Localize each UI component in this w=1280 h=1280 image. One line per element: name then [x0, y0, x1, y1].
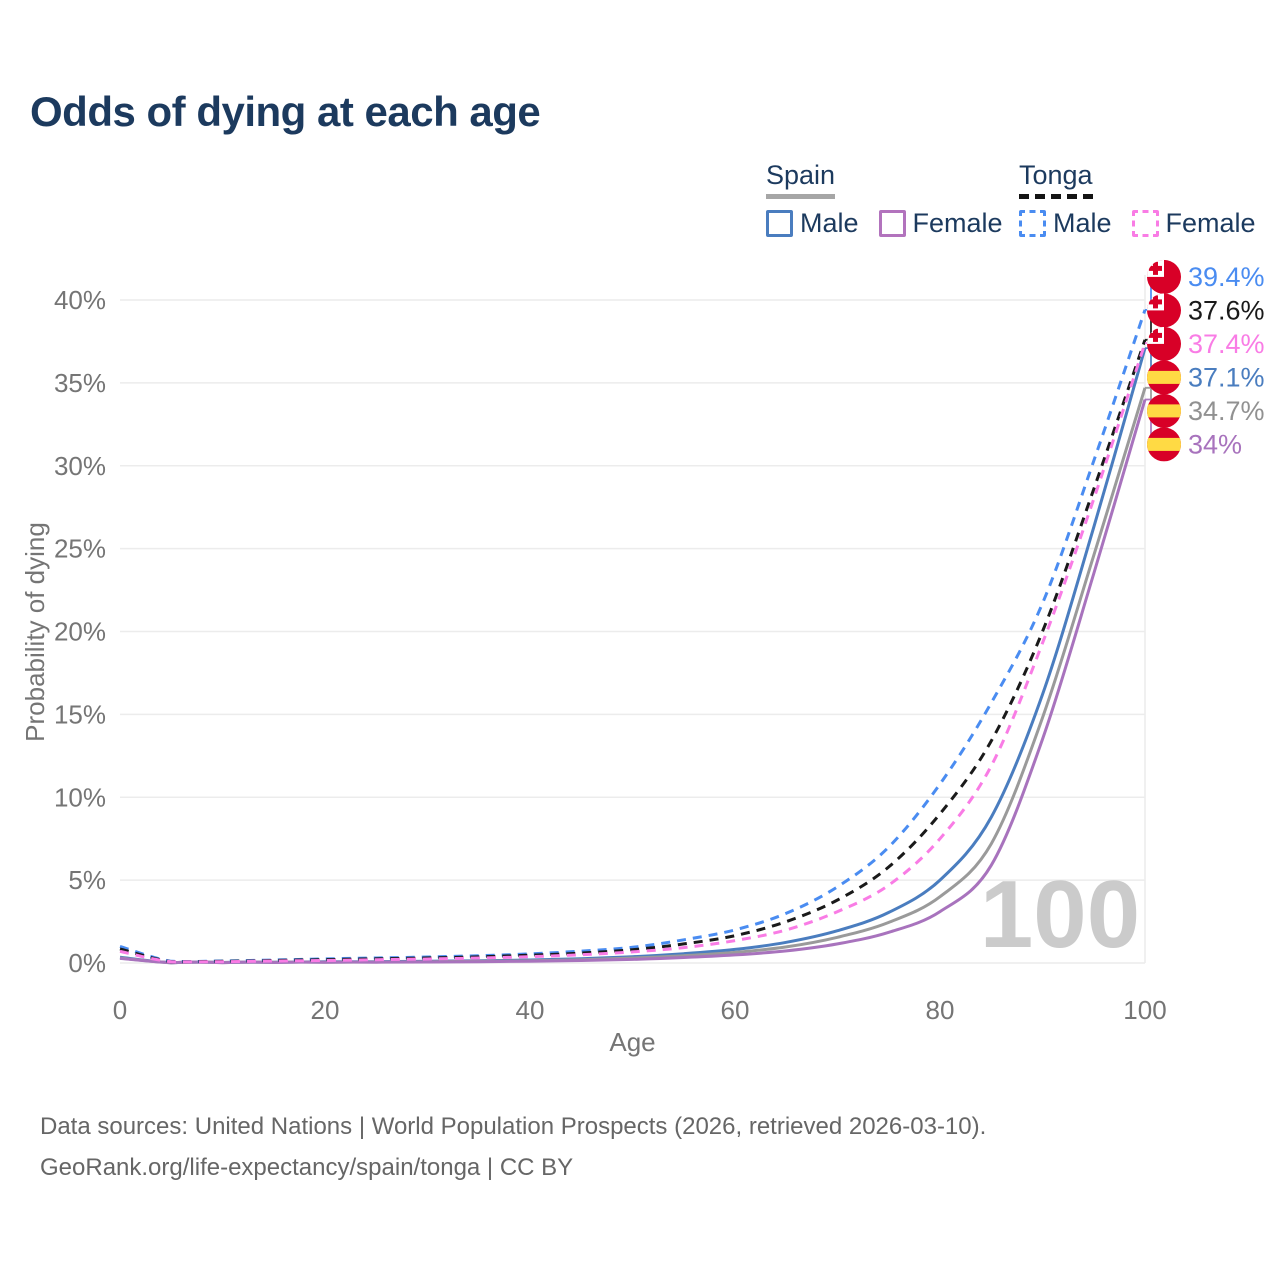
legend-item-label: Male [1053, 208, 1112, 238]
x-tick-label: 100 [1123, 995, 1166, 1025]
series-line-tonga-total[interactable] [119, 339, 1147, 964]
legend-swatch-icon [878, 210, 906, 237]
legend-item-tonga-female[interactable]: Female [1131, 208, 1256, 239]
x-tick-label: 60 [721, 995, 750, 1025]
x-tick-label: 0 [113, 995, 127, 1025]
y-tick-label: 25% [54, 534, 106, 564]
legend-item-label: Female [1165, 208, 1256, 238]
legend-item-spain-male[interactable]: Male [766, 208, 859, 239]
flag-spain-icon [1147, 427, 1181, 462]
legend-swatch-icon [1019, 210, 1046, 237]
y-tick-label: 35% [54, 368, 106, 398]
legend-group-spain: Spain Male Female [766, 160, 1003, 239]
legend-item-spain-female[interactable]: Female [878, 208, 1003, 239]
y-tick-label: 20% [54, 617, 106, 647]
end-label-tonga-male: 39.4% [1188, 262, 1265, 292]
x-tick-label: 80 [926, 995, 955, 1025]
flag-tonga-icon [1147, 293, 1181, 328]
flag-spain-icon [1147, 360, 1181, 395]
y-axis-title: Probability of dying [20, 522, 50, 742]
flag-tonga-icon [1147, 326, 1181, 361]
flag-spain-icon [1147, 393, 1181, 428]
x-tick-label: 40 [516, 995, 545, 1025]
legend-item-label: Female [912, 208, 1003, 238]
y-tick-label: 5% [68, 865, 106, 895]
legend-swatch-icon [1131, 210, 1159, 237]
end-label-tonga-total: 37.6% [1188, 295, 1265, 325]
end-label-spain-female: 34% [1188, 429, 1242, 459]
y-tick-label: 10% [54, 782, 106, 812]
legend-country-tonga[interactable]: Tonga [1019, 160, 1093, 199]
legend-country-spain[interactable]: Spain [766, 160, 836, 199]
y-tick-label: 0% [68, 948, 106, 978]
x-tick-label: 20 [311, 995, 340, 1025]
series-line-tonga-female[interactable] [119, 342, 1147, 964]
end-label-tonga-female: 37.4% [1188, 329, 1265, 359]
y-tick-label: 30% [54, 451, 106, 481]
legend-item-label: Male [800, 208, 859, 238]
legend-item-tonga-male[interactable]: Male [1019, 208, 1112, 239]
legend-group-tonga: Tonga Male Female [1019, 160, 1256, 239]
end-label-spain-male: 37.1% [1188, 362, 1265, 392]
end-label-spain-total: 34.7% [1188, 396, 1265, 426]
chart-title: Odds of dying at each age [30, 88, 541, 135]
x-axis-title: Age [609, 1027, 655, 1057]
footer-sources: Data sources: United Nations | World Pop… [40, 1113, 987, 1140]
series-line-tonga-male[interactable] [119, 309, 1147, 964]
legend-swatch-icon [766, 210, 793, 237]
y-tick-label: 15% [54, 699, 106, 729]
flag-tonga-icon [1147, 259, 1181, 294]
footer: Data sources: United Nations | World Pop… [40, 1106, 986, 1188]
footer-attribution: GeoRank.org/life-expectancy/spain/tonga … [40, 1154, 574, 1181]
y-tick-label: 40% [54, 285, 106, 315]
age-watermark: 100 [980, 861, 1140, 968]
plot-svg: 0% 5% 10% 15% 20% 25% 30% 35% 40% 0 20 40 60 80 100 Age… [20, 259, 1265, 1057]
series-line-spain-female[interactable] [119, 399, 1147, 965]
